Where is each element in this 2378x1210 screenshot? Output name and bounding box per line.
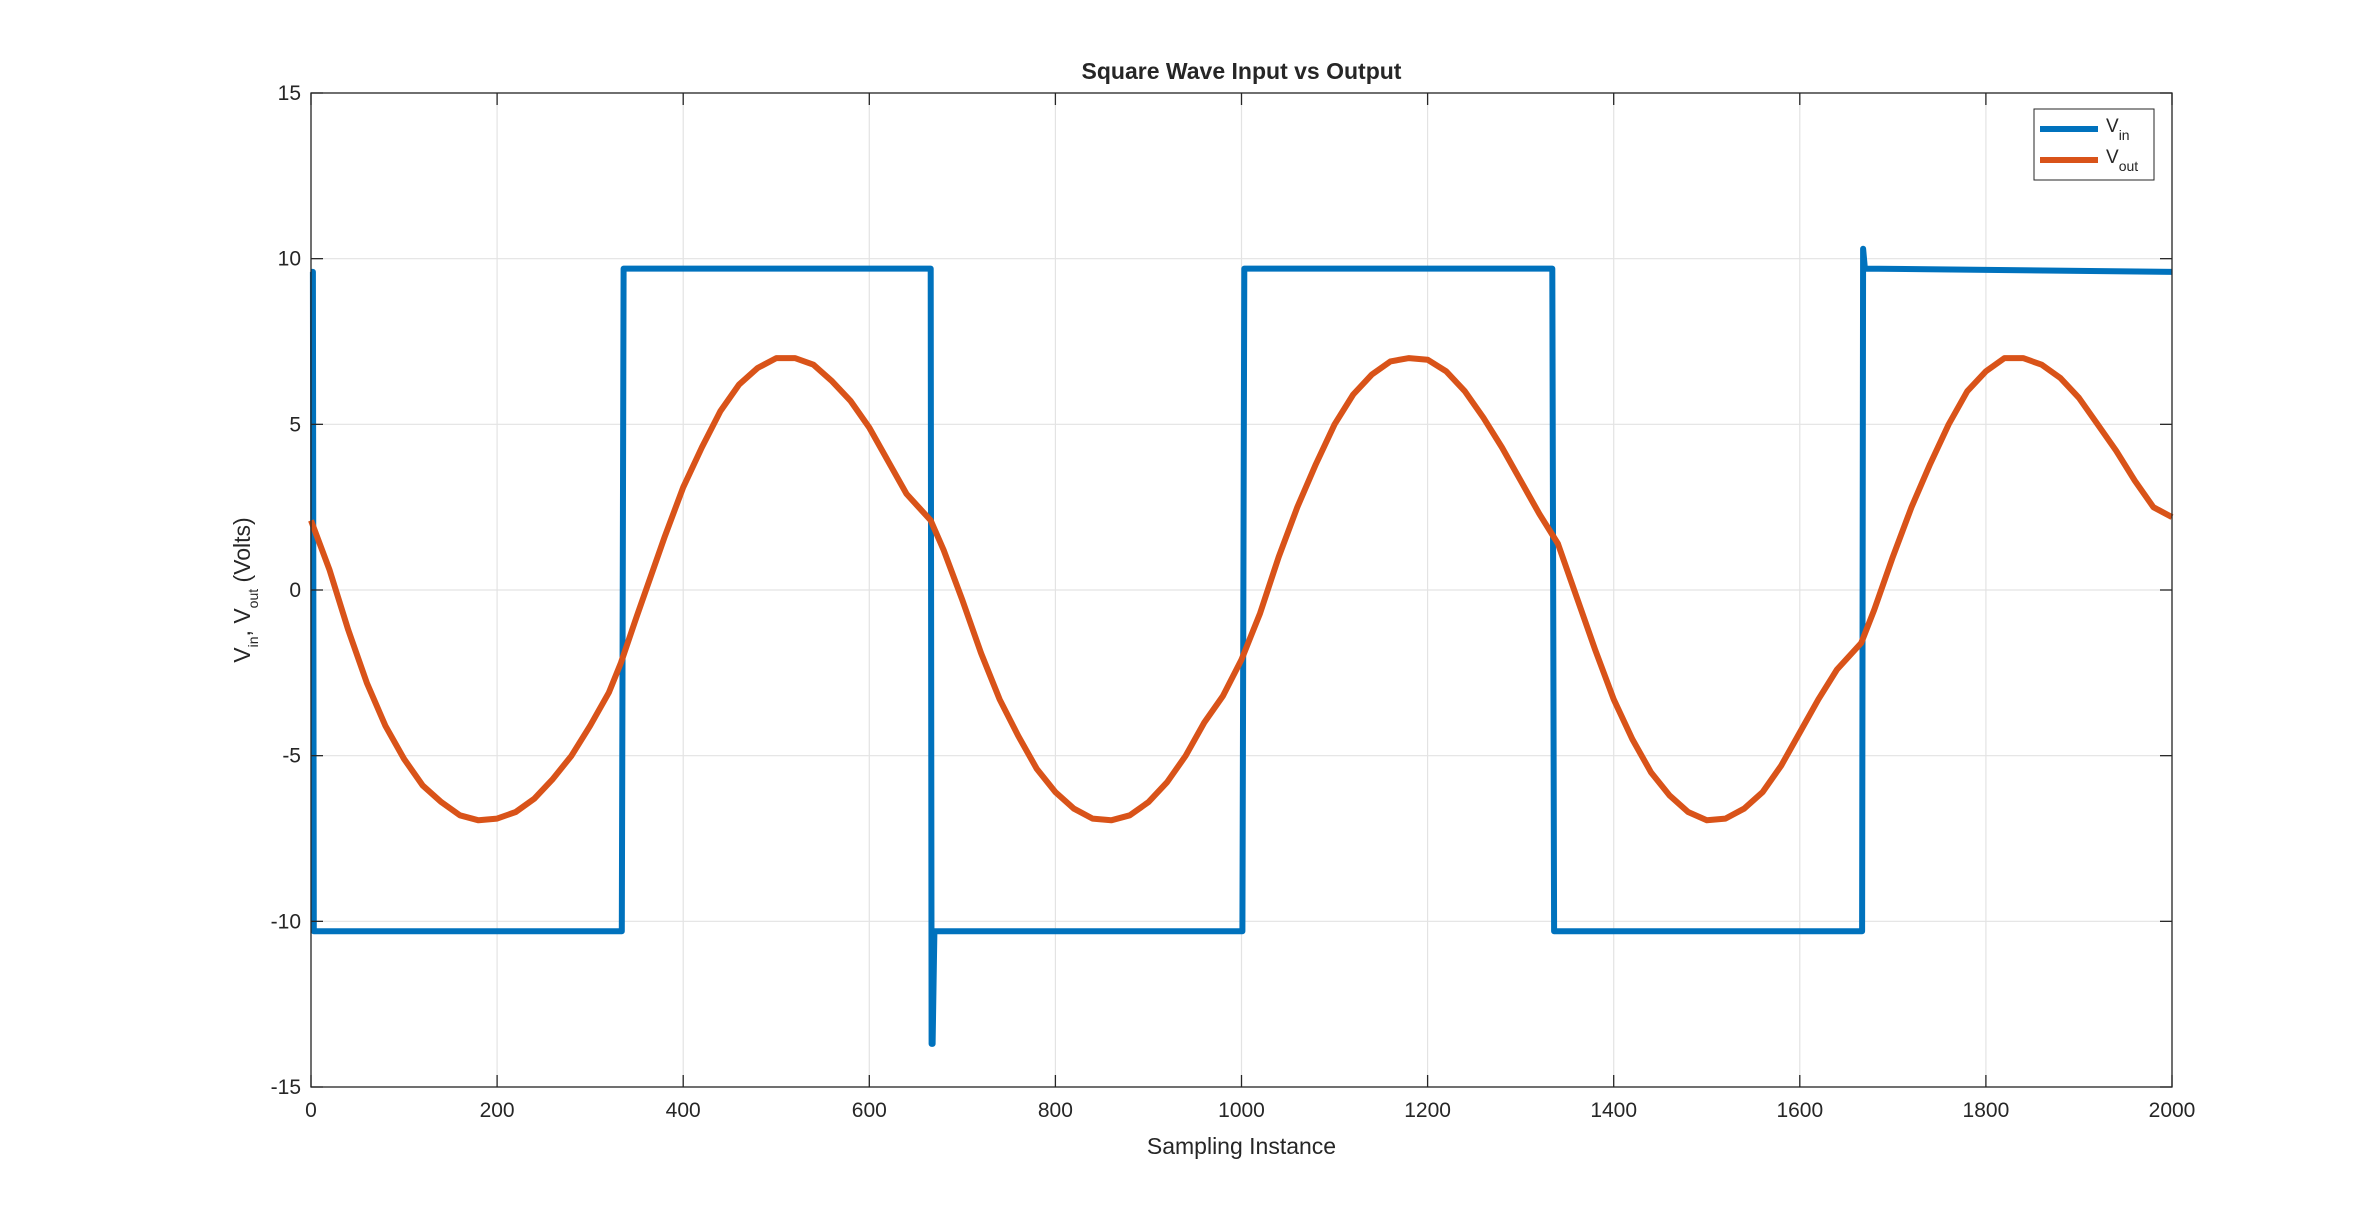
x-tick-label: 600 [852,1099,887,1122]
x-tick-label: 1200 [1404,1099,1451,1122]
y-tick-label: -15 [271,1076,301,1099]
y-label-sub1: in [245,636,261,647]
y-label-sep: , [229,624,255,637]
y-tick-label: 5 [289,413,301,436]
x-tick-label: 400 [666,1099,701,1122]
legend: Vin Vout [2033,108,2155,181]
x-axis-label: Sampling Instance [1147,1133,1336,1159]
y-tick-label: 10 [278,248,301,271]
legend-label-vin: Vin [2106,116,2130,143]
y-axis-label: Vin, Vout (Volts) [229,517,261,662]
x-tick-label: 1600 [1776,1099,1823,1122]
y-tick-label: 0 [289,579,301,602]
series-line-vin [309,245,2173,1047]
y-axis: -15 -10 -5 0 5 10 15 [271,82,2172,1099]
chart-title: Square Wave Input vs Output [1082,58,1402,84]
x-axis: 0 200 400 600 800 1000 1200 1400 1600 1800 2000 [305,93,2195,1122]
legend-box [2033,108,2155,181]
x-tick-label: 800 [1038,1099,1073,1122]
y-label-sub2: out [245,589,261,609]
series-layer [308,245,2174,1047]
y-label-rest: (Volts) [229,517,255,589]
legend-label-vout: Vout [2106,147,2138,174]
x-tick-label: 2000 [2149,1099,2196,1122]
y-label-v1: V [229,647,255,663]
series-line-vout [308,355,2174,824]
y-axis-label-group: Vin, Vout (Volts) [229,517,261,662]
x-tick-label: 0 [305,1099,317,1122]
x-tick-label: 1400 [1590,1099,1637,1122]
y-label-v2: V [229,608,255,624]
y-tick-label: -10 [271,910,301,933]
y-tick-label: 15 [278,82,301,105]
x-tick-label: 200 [480,1099,515,1122]
y-tick-label: -5 [282,745,301,768]
x-tick-label: 1000 [1218,1099,1265,1122]
x-tick-label: 1800 [1963,1099,2010,1122]
